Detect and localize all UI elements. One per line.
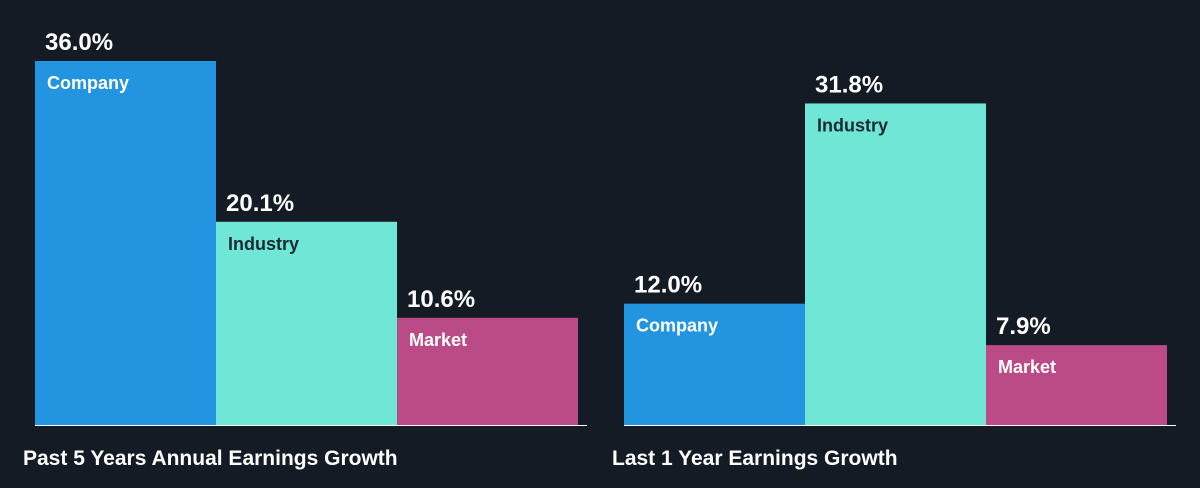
panel-1y-category-label-market: Market — [998, 357, 1056, 377]
panel-1y-bar-industry — [805, 103, 986, 425]
panel-5y-bar-company — [35, 61, 216, 425]
panel-1y-category-label-industry: Industry — [817, 115, 888, 135]
panel-1y-value-label-company: 12.0% — [634, 272, 702, 299]
panel-1y-bar-market — [986, 345, 1167, 425]
panel-1y-title: Last 1 Year Earnings Growth — [612, 447, 898, 470]
panel-5y-category-label-market: Market — [409, 330, 467, 350]
panel-5y-value-label-industry: 20.1% — [226, 190, 294, 217]
panel-5y-title: Past 5 Years Annual Earnings Growth — [23, 447, 398, 470]
panel-5y-category-label-company: Company — [47, 73, 129, 93]
panel-5y-value-label-market: 10.6% — [407, 286, 475, 313]
panel-1y-category-label-company: Company — [636, 316, 718, 336]
panel-5y-bar-industry — [216, 221, 397, 425]
panel-5y-category-label-industry: Industry — [228, 234, 299, 254]
panel-1y: 12.0% Company 31.8% Industry 7.9% Market Last … — [612, 71, 1176, 470]
panel-5y-bar-market — [397, 317, 578, 425]
panel-1y-value-label-industry: 31.8% — [815, 71, 883, 98]
panel-1y-value-label-market: 7.9% — [996, 313, 1051, 340]
panel-5y: 36.0% Company 20.1% Industry 10.6% Market Past… — [23, 29, 587, 470]
panel-1y-bar-company — [624, 303, 805, 425]
panel-5y-value-label-company: 36.0% — [45, 29, 113, 56]
